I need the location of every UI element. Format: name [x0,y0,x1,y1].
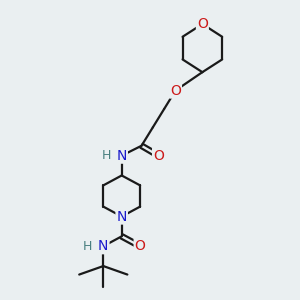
Text: N: N [116,149,127,163]
Text: O: O [170,84,181,98]
Text: N: N [98,239,109,253]
Text: O: O [197,17,208,31]
Text: O: O [135,239,146,253]
Text: H: H [83,240,92,253]
Text: N: N [116,209,127,224]
Text: O: O [153,149,164,163]
Text: H: H [101,149,111,162]
